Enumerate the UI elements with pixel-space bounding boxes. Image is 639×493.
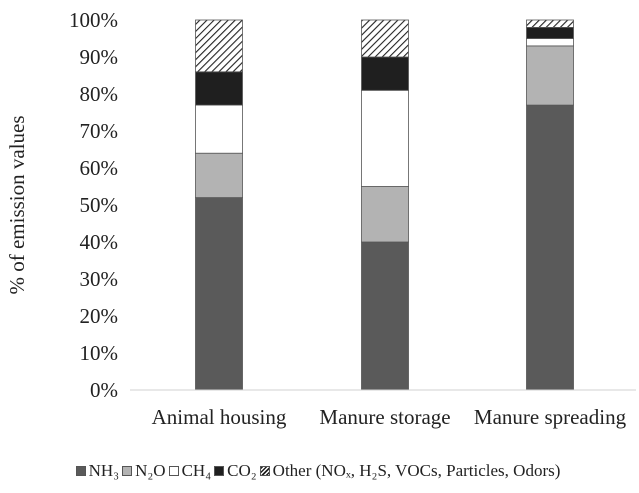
- legend-swatch: [169, 466, 179, 476]
- bar-segment-4-1: [196, 72, 243, 105]
- legend-swatch: [76, 466, 86, 476]
- legend-label: Other (NOₓ, H₂S, VOCs, Particles, Odors): [273, 461, 561, 481]
- category-label: Manure spreading: [474, 405, 627, 429]
- bar-segment-1-3: [527, 105, 574, 390]
- bar-segment-1-2: [362, 242, 409, 390]
- bar-segment-2-3: [527, 46, 574, 105]
- y-tick-label: 50%: [80, 193, 119, 217]
- legend-swatch: [122, 466, 132, 476]
- legend-swatch: [214, 466, 224, 476]
- legend-label: CH₄: [182, 461, 212, 481]
- y-tick-label: 80%: [80, 82, 119, 106]
- y-tick-label: 70%: [80, 119, 119, 143]
- legend-item: NH₃: [76, 461, 119, 481]
- category-label: Animal housing: [152, 405, 287, 429]
- legend-item: Other (NOₓ, H₂S, VOCs, Particles, Odors): [260, 461, 561, 481]
- legend-label: N₂O: [135, 461, 165, 481]
- y-tick-label: 90%: [80, 45, 119, 69]
- bar-segment-5-2: [362, 20, 409, 57]
- y-tick-label: 100%: [69, 8, 118, 32]
- y-tick-label: 0%: [90, 378, 118, 402]
- legend: NH₃ N₂O CH₄ CO₂ Other (NOₓ, H₂S, VOCs, Parti…: [0, 456, 639, 486]
- y-tick-label: 40%: [80, 230, 119, 254]
- bar-segment-3-3: [527, 39, 574, 46]
- bar-segment-5-3: [527, 20, 574, 27]
- y-tick-label: 60%: [80, 156, 119, 180]
- bar-segment-2-1: [196, 153, 243, 197]
- bar-segment-1-1: [196, 198, 243, 390]
- y-tick-label: 20%: [80, 304, 119, 328]
- legend-label: NH₃: [89, 461, 119, 481]
- category-label: Manure storage: [319, 405, 450, 429]
- y-tick-label: 10%: [80, 341, 119, 365]
- legend-item: N₂O: [122, 461, 165, 481]
- legend-label: CO₂: [227, 461, 257, 481]
- bar-segment-2-2: [362, 187, 409, 243]
- bar-segment-4-3: [527, 27, 574, 38]
- bar-segment-3-1: [196, 105, 243, 153]
- bar-segment-4-2: [362, 57, 409, 90]
- legend-swatch: [260, 466, 270, 476]
- legend-item: CH₄: [169, 461, 212, 481]
- y-tick-label: 30%: [80, 267, 119, 291]
- y-axis-label: % of emission values: [5, 115, 29, 294]
- bar-segment-5-1: [196, 20, 243, 72]
- legend-item: CO₂: [214, 461, 257, 481]
- bar-segment-3-2: [362, 90, 409, 186]
